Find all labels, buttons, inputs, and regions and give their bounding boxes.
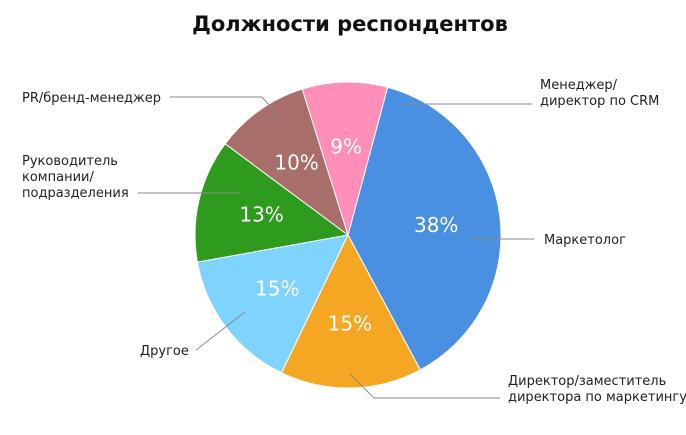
category-labels: Маркетолог Директор/заместитель директора … bbox=[22, 78, 686, 405]
pie-slice bbox=[194, 143, 350, 263]
category-label: Директор/заместитель директора по маркети… bbox=[508, 374, 686, 405]
leader-line bbox=[195, 311, 246, 351]
leader-line bbox=[349, 373, 500, 399]
slice-value-label: 15% bbox=[328, 312, 372, 336]
slice-value-label: 15% bbox=[255, 277, 299, 301]
pie-slice bbox=[196, 234, 349, 374]
category-label: Менеджер/директор по CRM bbox=[540, 78, 659, 109]
slice-value-labels: 38% 15% 15% 13% 10% 9% bbox=[239, 134, 458, 335]
pie-slice bbox=[280, 233, 421, 389]
pie-slices bbox=[194, 81, 502, 389]
leader-line bbox=[170, 96, 281, 118]
leader-lines bbox=[138, 96, 534, 399]
pie-slice bbox=[347, 86, 502, 371]
category-label: Руководитель компании/подразделения bbox=[22, 154, 129, 201]
chart-title: Должности респондентов bbox=[192, 12, 508, 36]
pie-slice bbox=[224, 88, 349, 237]
category-label: PR/бренд-менеджер bbox=[22, 91, 161, 106]
pie-slice bbox=[301, 81, 389, 237]
category-label: Маркетолог bbox=[544, 233, 626, 248]
category-label: Другое bbox=[140, 344, 189, 359]
slice-value-label: 10% bbox=[274, 151, 318, 175]
slice-value-label: 38% bbox=[414, 213, 458, 237]
slice-value-label: 9% bbox=[330, 134, 362, 158]
slice-value-label: 13% bbox=[239, 203, 283, 227]
